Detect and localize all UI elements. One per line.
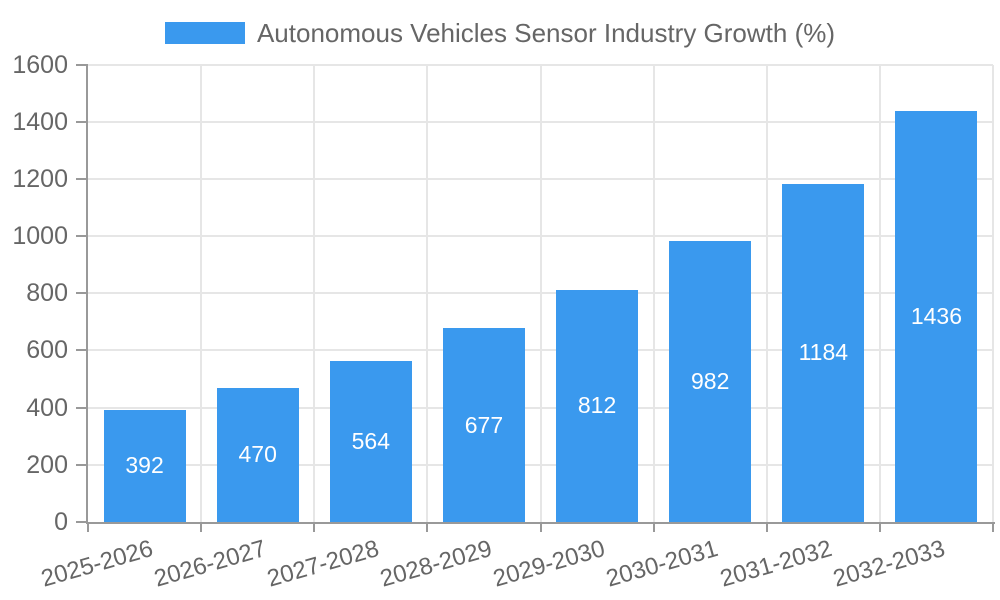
legend-label: Autonomous Vehicles Sensor Industry Grow… bbox=[256, 18, 836, 48]
bar: 982 bbox=[669, 241, 752, 522]
x-tick-label: 2031-2032 bbox=[716, 535, 835, 593]
legend-swatch-icon bbox=[164, 22, 245, 44]
y-tick-label: 1200 bbox=[12, 164, 68, 193]
bar-value-label: 564 bbox=[351, 427, 390, 454]
x-axis-line bbox=[86, 522, 995, 524]
x-tick-label: 2026-2027 bbox=[151, 535, 269, 593]
y-tick bbox=[76, 406, 88, 409]
x-tick-label: 2025-2026 bbox=[37, 535, 156, 593]
y-tick bbox=[76, 521, 88, 523]
x-tick bbox=[313, 522, 316, 532]
y-tick bbox=[76, 63, 88, 66]
bar-value-label: 677 bbox=[464, 411, 504, 438]
y-tick bbox=[76, 463, 88, 466]
x-gridline bbox=[539, 64, 542, 522]
x-gridline bbox=[992, 64, 994, 522]
bar-value-label: 470 bbox=[238, 441, 277, 468]
y-tick-label: 600 bbox=[26, 336, 68, 365]
y-axis-line bbox=[86, 64, 88, 524]
y-tick-label: 200 bbox=[26, 450, 68, 479]
bar-value-label: 1184 bbox=[798, 339, 849, 366]
x-gridline bbox=[878, 64, 881, 522]
x-gridline bbox=[765, 64, 768, 522]
y-tick bbox=[76, 120, 88, 123]
bar-value-label: 1436 bbox=[910, 303, 963, 330]
x-tick-label: 2027-2028 bbox=[264, 535, 382, 593]
x-tick bbox=[200, 522, 203, 532]
x-gridline bbox=[200, 64, 203, 522]
chart-legend: Autonomous Vehicles Sensor Industry Grow… bbox=[0, 20, 1000, 46]
x-tick-label: 2030-2031 bbox=[603, 535, 722, 593]
bar: 564 bbox=[329, 360, 412, 522]
y-tick-label: 800 bbox=[26, 279, 68, 308]
x-tick-label: 2032-2033 bbox=[829, 535, 948, 593]
x-tick bbox=[878, 522, 881, 532]
y-tick-label: 1400 bbox=[12, 107, 68, 136]
y-tick bbox=[76, 292, 88, 295]
y-tick-label: 1000 bbox=[12, 222, 68, 251]
x-tick bbox=[87, 522, 89, 532]
bar-value-label: 392 bbox=[125, 452, 164, 479]
x-tick bbox=[765, 522, 768, 532]
y-tick-label: 1600 bbox=[12, 50, 68, 79]
x-tick bbox=[539, 522, 542, 532]
bar: 1184 bbox=[782, 183, 865, 522]
y-tick bbox=[76, 177, 88, 180]
bar: 392 bbox=[103, 409, 186, 522]
x-gridline bbox=[652, 64, 655, 522]
y-tick-label: 400 bbox=[26, 393, 68, 422]
bar-value-label: 812 bbox=[577, 392, 617, 419]
x-gridline bbox=[313, 64, 316, 522]
bar: 677 bbox=[442, 328, 525, 522]
legend-item[interactable]: Autonomous Vehicles Sensor Industry Grow… bbox=[164, 18, 836, 48]
x-tick bbox=[652, 522, 655, 532]
x-gridline bbox=[426, 64, 429, 522]
x-tick-label: 2029-2030 bbox=[490, 535, 609, 593]
bar: 470 bbox=[216, 387, 299, 522]
y-tick bbox=[76, 349, 88, 352]
y-tick-label: 0 bbox=[54, 508, 68, 536]
bar: 812 bbox=[556, 289, 639, 522]
bar: 1436 bbox=[895, 111, 978, 522]
y-tick bbox=[76, 235, 88, 238]
x-tick bbox=[426, 522, 429, 532]
bar-value-label: 982 bbox=[691, 368, 730, 395]
x-tick bbox=[992, 522, 994, 532]
x-tick-label: 2028-2029 bbox=[377, 535, 496, 593]
